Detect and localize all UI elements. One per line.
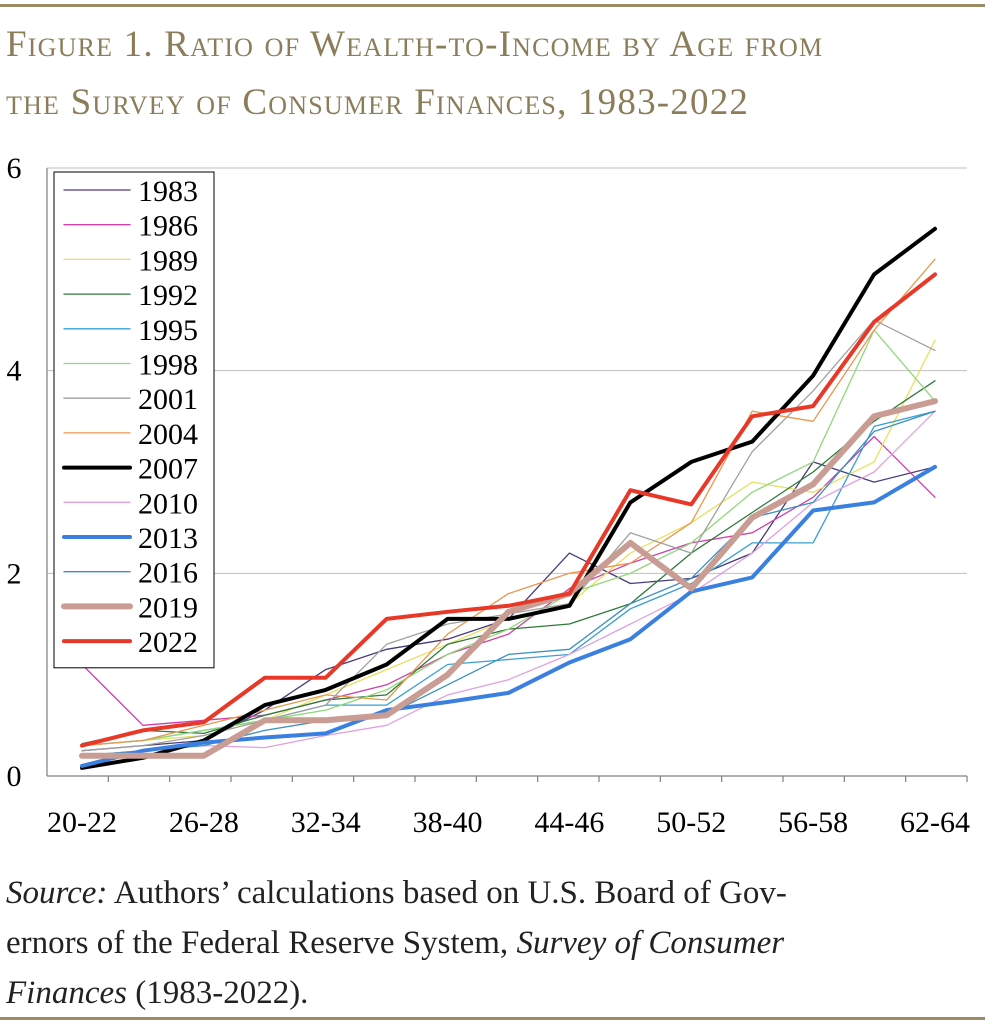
source-line-2: ernors of the Federal Reserve System, <box>6 925 509 961</box>
y-tick-label: 4 <box>7 355 22 388</box>
legend-label-1995: 1995 <box>138 314 198 347</box>
series-lines <box>79 226 938 770</box>
legend-label-1992: 1992 <box>138 279 198 312</box>
series-line-2019 <box>79 398 938 759</box>
x-tick-label: 20-22 <box>47 806 117 839</box>
legend-label-2010: 2010 <box>138 487 198 520</box>
wealth-income-line-chart: 0 2 4 6 20-22 26-28 32-34 38-40 44-46 50-52 56-58… <box>7 152 971 839</box>
y-axis-labels: 0 2 4 6 <box>7 152 22 793</box>
legend: 1983198619891992199519982001200420072010… <box>53 171 215 669</box>
figure-title: Figure 1. Ratio of Wealth-to-Income by A… <box>6 16 981 132</box>
x-tick-label: 44-46 <box>534 806 604 839</box>
x-tick-label: 62-64 <box>900 806 970 839</box>
legend-label-2004: 2004 <box>138 418 198 451</box>
legend-label-2013: 2013 <box>138 522 198 555</box>
series-line-2022 <box>80 272 937 748</box>
x-tick-label: 38-40 <box>413 806 483 839</box>
figure-title-line-2: the Survey of Consumer Finances, 1983-20… <box>6 82 750 123</box>
legend-label-2007: 2007 <box>138 453 198 486</box>
bottom-rule <box>0 1017 985 1020</box>
x-tick-label: 56-58 <box>778 806 848 839</box>
legend-label-1986: 1986 <box>138 210 198 243</box>
source-note: Source: Authors’ calculations based on U… <box>6 868 981 1018</box>
figure-title-line-1: Figure 1. Ratio of Wealth-to-Income by A… <box>6 24 824 65</box>
x-axis-labels: 20-22 26-28 32-34 38-40 44-46 50-52 56-58 62-64 <box>47 806 970 839</box>
legend-label-1989: 1989 <box>138 244 198 277</box>
y-tick-label: 2 <box>7 557 22 590</box>
source-label: Source: <box>6 875 108 911</box>
legend-label-2019: 2019 <box>138 591 198 624</box>
legend-label-1998: 1998 <box>138 349 198 382</box>
y-tick-label: 6 <box>7 152 22 185</box>
source-line-1: Authors’ calculations based on U.S. Boar… <box>113 875 787 911</box>
legend-label-1983: 1983 <box>138 175 198 208</box>
legend-label-2022: 2022 <box>138 626 198 659</box>
y-tick-label: 0 <box>7 760 22 793</box>
legend-label-2001: 2001 <box>138 383 198 416</box>
top-rule <box>0 4 985 7</box>
source-years: (1983-2022). <box>135 975 309 1011</box>
series-line-1986 <box>81 435 936 726</box>
source-publication: Survey of Consumer <box>516 925 785 961</box>
x-tick-label: 32-34 <box>291 806 361 839</box>
x-tick-label: 26-28 <box>169 806 239 839</box>
legend-label-2016: 2016 <box>138 557 198 590</box>
source-publication-cont: Finances <box>6 975 127 1011</box>
series-line-2004 <box>81 258 936 747</box>
x-tick-label: 50-52 <box>656 806 726 839</box>
legend-box <box>53 171 215 669</box>
series-line-2007 <box>80 226 937 770</box>
